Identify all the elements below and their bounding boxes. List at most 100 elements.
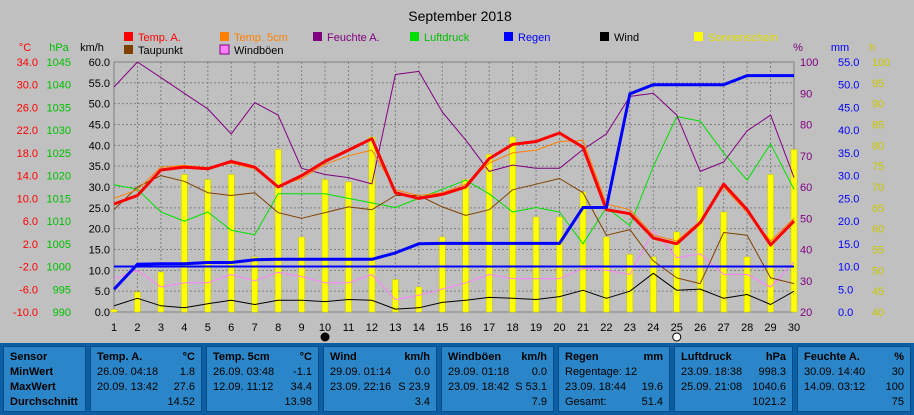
- stats-row: 23.09. 18:42 S 53.1: [448, 381, 547, 393]
- stats-title: Sensor: [10, 351, 48, 363]
- feuchte-line: [113, 61, 795, 185]
- stats-title: Regen: [565, 351, 599, 363]
- stats-row: 23.09. 18:38 998.3: [681, 366, 786, 378]
- stats-value: 1.8: [179, 366, 195, 378]
- tick-label: 80: [872, 140, 884, 152]
- stats-cell: Sensor MinWert MaxWert Durchschnitt: [3, 346, 86, 412]
- tick-label: 10.0: [17, 193, 38, 205]
- tick-label: 45: [872, 286, 884, 298]
- sunshine-bar: [368, 136, 376, 313]
- stats-row: 29.09. 01:18 0.0: [448, 366, 547, 378]
- tick-label: 20.0: [89, 224, 110, 236]
- x-tick-label: 2: [134, 322, 140, 334]
- sunshine-bar: [204, 179, 212, 313]
- stats-unit: mm: [643, 351, 663, 363]
- sunshine-bar: [298, 236, 305, 313]
- axis-title-mm: mm: [831, 42, 849, 54]
- tick-label: 50.0: [89, 99, 110, 111]
- stats-row: MaxWert: [10, 381, 56, 393]
- stats-title: Temp. 5cm: [213, 351, 270, 363]
- tick-label: 34.0: [17, 57, 38, 69]
- sunshine-bar: [462, 179, 469, 313]
- x-tick-label: 26: [694, 322, 706, 334]
- tick-label: 90: [800, 88, 812, 100]
- axis-titles: °C hPa km/h% mm h: [19, 42, 875, 54]
- tick-label: 35.0: [838, 148, 859, 160]
- tick-label: 80: [800, 120, 812, 132]
- tick-label: 1020: [47, 171, 71, 183]
- tick-label: 1035: [47, 102, 71, 114]
- tick-label: -10.0: [13, 307, 38, 319]
- tick-label: 0.0: [95, 307, 110, 319]
- tick-label: 75: [872, 161, 884, 173]
- stats-value: 34.4: [290, 381, 312, 393]
- tick-label: 0.0: [838, 307, 853, 319]
- stats-datetime: 30.09. 14:40: [804, 366, 866, 378]
- tick-label: 1015: [47, 193, 71, 205]
- tick-label: 40.0: [838, 125, 859, 137]
- tick-label: 5.0: [95, 286, 110, 298]
- stats-datetime: 12.09. 11:12: [213, 381, 274, 393]
- stats-datetime: 26.09. 04:18: [97, 366, 159, 378]
- x-tick-label: 28: [741, 322, 753, 334]
- stats-row: 20.09. 13:42 27.6: [97, 381, 195, 393]
- stats-cell: Windböen km/h 29.09. 01:18 0.0 23.09. 18:42 S…: [441, 346, 554, 412]
- sunshine-bar: [790, 149, 798, 313]
- stats-title: Feuchte A.: [804, 351, 860, 363]
- legend-label: Temp. 5cm: [234, 32, 288, 44]
- tick-label: 1005: [47, 239, 71, 251]
- stats-title: Wind: [330, 351, 357, 363]
- sunshine-bar: [603, 236, 610, 313]
- stats-title: Windböen: [448, 351, 502, 363]
- stats-value: 1040.6: [752, 381, 786, 393]
- stats-datetime: 26.09. 03:48: [213, 366, 275, 378]
- stats-value: 51.4: [641, 396, 663, 408]
- stats-cell: Wind km/h 29.09. 01:14 0.0 23.09. 22:16 S 23.…: [323, 346, 437, 412]
- sunshine-bar: [321, 179, 329, 313]
- tick-label: 40: [800, 245, 812, 257]
- stats-row: 30.09. 14:40 30: [804, 366, 904, 378]
- stats-title: Temp. A.: [97, 351, 143, 363]
- legend-label: Luftdruck: [424, 32, 470, 44]
- x-tick-label: 3: [158, 322, 164, 334]
- x-tick-label: 11: [343, 322, 354, 334]
- tick-label: 50: [800, 213, 812, 225]
- stats-value: 30: [891, 366, 904, 378]
- tick-label: 2.0: [23, 239, 38, 251]
- stats-datetime: 29.09. 01:14: [330, 366, 392, 378]
- tick-label: 70: [800, 151, 812, 163]
- tick-label: 90: [872, 99, 884, 111]
- x-tick-label: 20: [553, 322, 565, 334]
- legend-swatch: [124, 32, 133, 41]
- stats-datetime: 25.09. 21:08: [681, 381, 743, 393]
- tick-label: 35.0: [89, 161, 110, 173]
- luftdruck-line: [113, 116, 795, 245]
- stats-datetime: 14.09. 03:12: [804, 381, 866, 393]
- stats-cell: Luftdruck hPa 23.09. 18:38 998.3 25.09. 21:0…: [674, 346, 793, 412]
- stats-value: 0.0: [531, 366, 547, 378]
- x-tick-label: 6: [228, 322, 234, 334]
- x-tick-label: 30: [788, 322, 800, 334]
- day-marker: [672, 332, 682, 342]
- temp-a-line: [113, 131, 796, 247]
- chart-legend: Temp. A. Temp. 5cm Feuchte A. Luftdruck Rege…: [124, 32, 778, 57]
- tick-label: 30.0: [89, 182, 110, 194]
- stats-row: Regentage: 12: [565, 366, 663, 378]
- sunshine-bar: [251, 256, 258, 313]
- sunshine-bar: [556, 216, 563, 313]
- tick-label: 18.0: [17, 148, 38, 160]
- legend-label: Wind: [614, 32, 639, 44]
- sunshine-bars: [110, 136, 798, 313]
- stats-row: Gesamt: 51.4: [565, 396, 663, 408]
- stats-value: 75: [891, 396, 904, 408]
- tick-label: 45.0: [838, 102, 859, 114]
- x-tick-label: 13: [389, 322, 401, 334]
- stats-datetime: 29.09. 01:18: [448, 366, 510, 378]
- x-tick-label: 14: [413, 322, 425, 334]
- tick-label: -6.0: [19, 284, 38, 296]
- stats-value: 19.6: [641, 381, 663, 393]
- tick-label: 1000: [47, 262, 71, 274]
- sunshine-bar: [720, 211, 727, 313]
- sunshine-bar: [157, 271, 165, 313]
- stats-value: 7.9: [531, 396, 547, 408]
